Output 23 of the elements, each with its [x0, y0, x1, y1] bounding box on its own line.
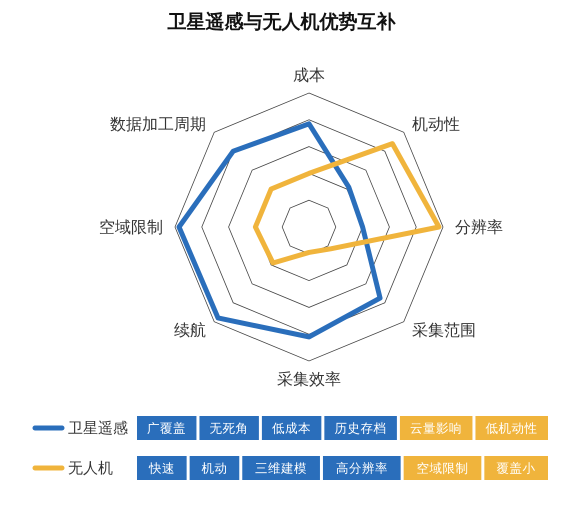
annotation: 低成本: [272, 420, 312, 436]
category-label: 分辨率: [455, 218, 503, 236]
annotation: 快速: [148, 460, 175, 476]
annotation: 空域限制: [416, 460, 468, 476]
annotation: 历史存档: [334, 420, 387, 436]
title: 卫星遥感与无人机优势互补: [168, 11, 396, 33]
annotation: 三维建模: [255, 460, 308, 476]
category-label: 空域限制: [99, 218, 163, 236]
category-label: 采集范围: [412, 320, 476, 340]
annotation: 覆盖小: [496, 460, 536, 476]
legend-label: 无人机: [68, 459, 113, 477]
annotation: 低机动性: [486, 420, 538, 436]
annotation: 云量影响: [410, 420, 462, 436]
category-label: 成本: [293, 66, 325, 84]
category-label: 数据加工周期: [110, 114, 206, 134]
category-label: 采集效率: [277, 370, 341, 388]
annotation: 高分辨率: [336, 460, 388, 476]
annotation: 机动: [201, 460, 228, 476]
category-label: 续航: [174, 320, 206, 340]
annotation: 广覆盖: [147, 420, 186, 436]
legend-label: 卫星遥感: [68, 419, 128, 437]
annotation: 无死角: [210, 420, 249, 436]
category-label: 机动性: [412, 114, 460, 134]
